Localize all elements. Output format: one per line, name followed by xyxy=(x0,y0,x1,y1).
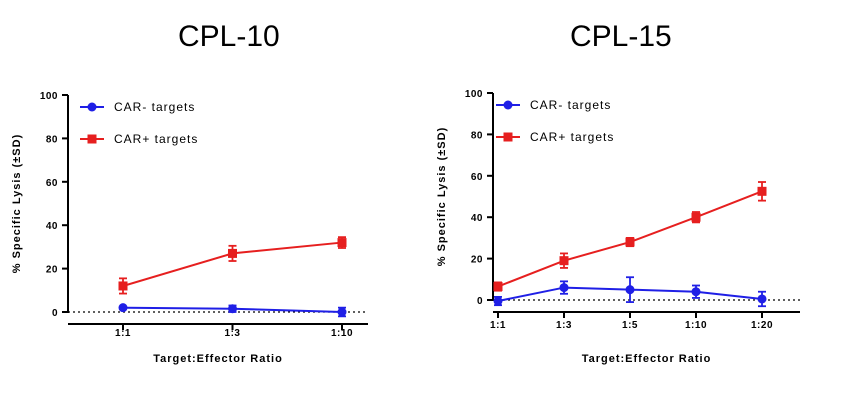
x-tick-label: 1:10 xyxy=(331,328,353,339)
x-axis-label: Target:Effector Ratio xyxy=(582,353,712,365)
data-point-circle xyxy=(757,294,767,304)
data-point-square xyxy=(493,282,503,292)
data-point-circle xyxy=(228,304,237,314)
data-point-circle xyxy=(118,303,128,313)
x-tick-label: 1:3 xyxy=(225,328,241,339)
data-point-square xyxy=(625,237,635,247)
x-tick-label: 1:1 xyxy=(115,328,131,339)
x-axis-label: Target:Effector Ratio xyxy=(153,353,283,365)
y-axis-label: % Specific Lysis (±SD) xyxy=(11,134,23,274)
legend-marker-circle xyxy=(503,100,513,110)
y-tick-label: 80 xyxy=(46,134,58,145)
legend-label: CAR- targets xyxy=(114,100,195,114)
data-point-square xyxy=(559,256,569,266)
legend-label: CAR+ targets xyxy=(530,130,614,144)
y-tick-label: 20 xyxy=(471,255,483,266)
y-tick-label: 40 xyxy=(471,213,483,224)
data-point-square xyxy=(757,186,767,196)
x-tick-label: 1:20 xyxy=(751,320,773,331)
y-tick-label: 100 xyxy=(465,89,483,100)
y-tick-label: 20 xyxy=(46,265,58,276)
x-tick-label: 1:3 xyxy=(556,320,572,331)
data-point-circle xyxy=(625,285,635,295)
chart-title: CPL-10 xyxy=(178,20,280,53)
data-point-square xyxy=(337,238,347,248)
chart-cpl15: 0 20 40 60 80 100 1:1 1:3 1:5 1:10 1:20 Target:Effe… xyxy=(436,89,800,365)
data-point-circle xyxy=(493,296,503,306)
legend-marker-circle xyxy=(87,102,97,112)
legend-marker-square xyxy=(503,132,513,142)
chart-panel-cpl15: CPL-15 0 20 40 60 80 100 1:1 1:3 1:5 1:10 1:20 Targ… xyxy=(425,0,850,402)
data-point-square xyxy=(118,281,128,291)
data-point-circle xyxy=(691,287,701,297)
x-tick-label: 1:1 xyxy=(490,320,506,331)
y-tick-label: 0 xyxy=(477,296,483,307)
legend-label: CAR+ targets xyxy=(114,132,198,146)
data-point-circle xyxy=(337,307,347,317)
y-tick-label: 60 xyxy=(471,172,483,183)
data-point-square xyxy=(691,212,701,222)
chart-panel-cpl10: CPL-10 0 20 40 60 80 100 1:1 1:3 1:10 Target:Effe… xyxy=(11,20,368,365)
x-tick-label: 1:5 xyxy=(622,320,638,331)
y-axis-label: % Specific Lysis (±SD) xyxy=(436,127,448,267)
data-point-square xyxy=(228,248,237,258)
x-tick-label: 1:10 xyxy=(685,320,707,331)
y-tick-label: 100 xyxy=(40,91,58,102)
y-tick-label: 60 xyxy=(46,178,58,189)
legend-marker-square xyxy=(87,134,97,144)
chart-title: CPL-15 xyxy=(570,20,672,53)
y-tick-label: 80 xyxy=(471,130,483,141)
chart-cpl10: 0 20 40 60 80 100 1:1 1:3 1:10 Target:Effector Ra… xyxy=(11,91,368,365)
legend-label: CAR- targets xyxy=(530,98,611,112)
data-point-circle xyxy=(559,283,569,293)
y-tick-label: 0 xyxy=(52,308,58,319)
y-tick-label: 40 xyxy=(46,221,58,232)
